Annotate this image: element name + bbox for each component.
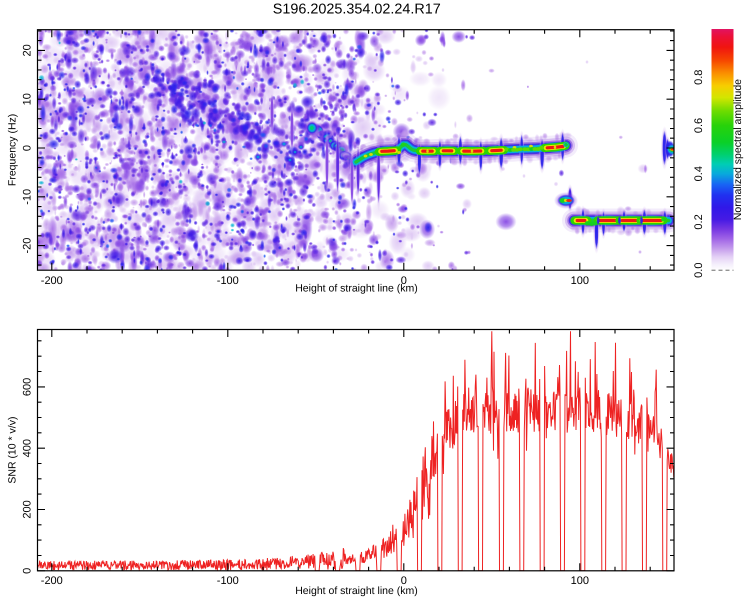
svg-text:0.4: 0.4 — [693, 166, 705, 181]
svg-text:0: 0 — [401, 575, 407, 587]
svg-text:Height of straight line (km): Height of straight line (km) — [295, 283, 418, 295]
svg-text:-20: -20 — [22, 238, 34, 254]
svg-text:0.0: 0.0 — [693, 263, 705, 278]
svg-text:0.6: 0.6 — [693, 118, 705, 133]
svg-text:20: 20 — [22, 44, 34, 56]
svg-text:100: 100 — [571, 575, 589, 587]
svg-text:-100: -100 — [217, 275, 239, 287]
svg-text:Height of straight line (km): Height of straight line (km) — [295, 585, 418, 597]
svg-text:-200: -200 — [41, 275, 63, 287]
svg-text:SNR (10 * v/v): SNR (10 * v/v) — [7, 417, 19, 484]
svg-text:-100: -100 — [217, 575, 239, 587]
svg-text:0: 0 — [22, 568, 34, 574]
svg-text:200: 200 — [22, 500, 34, 518]
svg-text:600: 600 — [22, 378, 34, 396]
svg-text:-10: -10 — [22, 189, 34, 205]
svg-text:-200: -200 — [41, 575, 63, 587]
svg-text:0: 0 — [22, 145, 34, 151]
svg-text:400: 400 — [22, 439, 34, 457]
svg-text:S196.2025.354.02.24.R17: S196.2025.354.02.24.R17 — [273, 2, 441, 18]
svg-text:0: 0 — [401, 275, 407, 287]
svg-text:Frequency (Hz): Frequency (Hz) — [7, 114, 19, 186]
svg-text:Normalized spectral amplitude: Normalized spectral amplitude — [732, 79, 744, 220]
svg-text:10: 10 — [22, 93, 34, 105]
svg-text:0.2: 0.2 — [693, 214, 705, 229]
svg-text:100: 100 — [571, 275, 589, 287]
svg-text:0.8: 0.8 — [693, 70, 705, 85]
